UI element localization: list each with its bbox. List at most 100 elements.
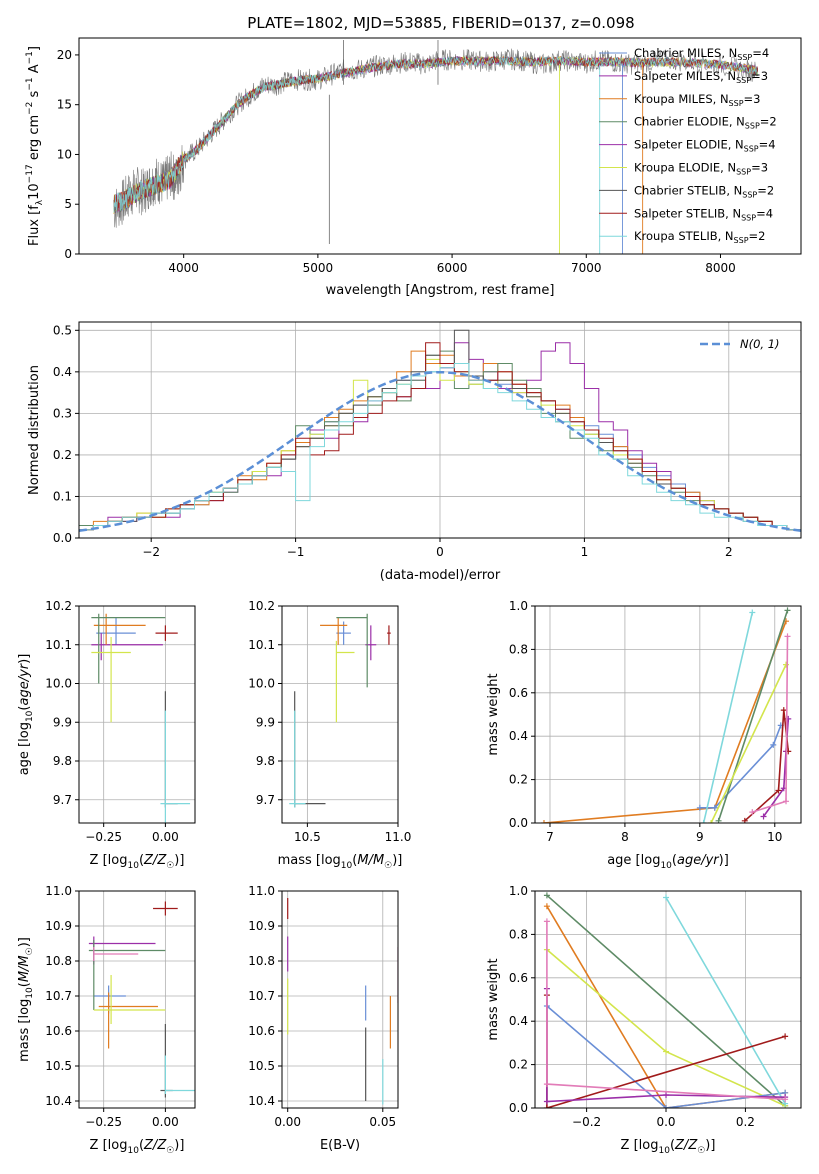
y-tick-label: 0.8 (509, 927, 528, 941)
legend-label: Kroupa ELODIE, NSSP=3 (634, 161, 768, 177)
y-tick-label: 10.2 (45, 599, 72, 613)
y-axis-label: Normed distribution (27, 365, 42, 495)
plot-area (88, 901, 195, 1098)
legend-label: Kroupa MILES, NSSP=3 (634, 92, 760, 108)
massweight-marker (775, 787, 782, 794)
gaussian-curve (79, 371, 801, 532)
y-tick-label: 15 (57, 98, 72, 112)
plot-area (91, 613, 191, 823)
x-tick-label: 9 (696, 830, 704, 844)
y-tick-label: 10.4 (248, 1094, 275, 1108)
y-tick-label: 0.0 (53, 531, 72, 545)
x-axis-label: Z [log10(Z/Z☉)] (90, 853, 185, 871)
legend-label: Chabrier MILES, NSSP=4 (634, 46, 769, 62)
y-tick-label: 9.8 (256, 754, 275, 768)
y-tick-label: 10.7 (45, 989, 72, 1003)
y-tick-label: 10.1 (248, 638, 275, 652)
axes-frame (78, 37, 802, 255)
axes-frame (534, 605, 802, 824)
x-axis-label: age [log10(age/yr)] (607, 853, 729, 871)
y-tick-label: 0.0 (509, 1101, 528, 1115)
panel-spectrum: 4000 5000 6000 7000 8000 0 5 10 15 20 Chabrier MIL… (25, 37, 802, 298)
x-tick-label: 6000 (437, 261, 468, 275)
x-tick-label: 0.0 (656, 1115, 675, 1129)
y-tick-label: 10.6 (248, 1024, 275, 1038)
panel-residuals: −2 −1 0 1 2 0.0 0.1 0.2 0.3 0.4 0.5 N(0, 1) (data-mo… (27, 321, 802, 583)
y-tick-label: 20 (57, 48, 72, 62)
massweight-line (543, 620, 787, 823)
residual-histogram (79, 342, 801, 531)
y-tick-label: 9.7 (256, 793, 275, 807)
massweight-marker (749, 609, 756, 616)
massweight-line (717, 610, 789, 822)
y-axis-label: age [log10(age/yr)] (17, 654, 35, 776)
plot-area (79, 329, 801, 532)
x-axis-label: (data-model)/error (380, 568, 501, 583)
y-tick-label: 9.8 (53, 754, 72, 768)
plot-area (289, 613, 391, 808)
x-tick-label: 0.05 (369, 1115, 396, 1129)
legend-label: Salpeter STELIB, NSSP=4 (634, 206, 773, 222)
y-tick-label: 0.2 (509, 773, 528, 787)
axes-frame (78, 890, 196, 1109)
y-tick-label: 10.9 (248, 919, 275, 933)
y-tick-label: 10.4 (45, 1094, 72, 1108)
axes-frame (281, 605, 399, 824)
y-tick-label: 0.2 (509, 1058, 528, 1072)
x-tick-label: −2 (142, 545, 160, 559)
x-tick-label: −0.25 (85, 830, 122, 844)
massweight-marker (782, 1033, 789, 1040)
massweight-line (710, 664, 787, 823)
spectrum-legend: Chabrier MILES, NSSP=4 Salpeter MILES, NS… (599, 46, 777, 245)
x-tick-label: 7000 (571, 261, 602, 275)
massweight-marker (711, 804, 718, 811)
y-tick-label: 5 (64, 197, 72, 211)
spectrum-model-line (113, 55, 758, 212)
panel-age_vs_mass: 10.5 11.0 9.7 9.8 9.9 10.0 10.1 10.2 mass [log10… (248, 599, 411, 871)
x-tick-label: −1 (287, 545, 305, 559)
y-tick-label: 9.9 (53, 715, 72, 729)
massweight-marker (760, 813, 767, 820)
massweight-marker (784, 633, 791, 640)
y-tick-label: 0.1 (53, 489, 72, 503)
massweight-marker (770, 741, 777, 748)
panel-massweight_vs_age: 7 8 9 10 0.0 0.2 0.4 0.6 0.8 1.0 age [log10(age/yr… (486, 599, 802, 871)
axes-frame (281, 890, 399, 1109)
massweight-marker (700, 820, 707, 823)
plot-area (113, 39, 758, 254)
y-tick-label: 0.2 (53, 448, 72, 462)
x-axis-label: mass [log10(M/M☉)] (278, 853, 403, 871)
massweight-marker (543, 1081, 550, 1088)
massweight-marker (543, 918, 550, 925)
massweight-marker (543, 1098, 550, 1105)
y-tick-label: 1.0 (509, 884, 528, 898)
plot-area (287, 898, 398, 1105)
y-tick-label: 10.7 (248, 989, 275, 1003)
x-tick-label: 0 (436, 545, 444, 559)
massweight-marker (540, 820, 547, 823)
x-tick-label: 11.0 (385, 830, 412, 844)
massweight-line (699, 725, 782, 809)
y-axis-label: Flux [fλ10−17 erg cm−2 s−1 A−1] (25, 46, 45, 246)
y-tick-label: 0.4 (53, 365, 72, 379)
y-tick-label: 0 (64, 247, 72, 261)
y-tick-label: 0.5 (53, 323, 72, 337)
massweight-marker (663, 1091, 670, 1098)
y-tick-label: 11.0 (248, 884, 275, 898)
massweight-marker (782, 1096, 789, 1103)
massweight-line (546, 1005, 786, 1108)
x-tick-label: 5000 (303, 261, 334, 275)
y-tick-label: 0.4 (509, 729, 528, 743)
x-tick-label: 0.2 (736, 1115, 755, 1129)
massweight-marker (663, 894, 670, 901)
massweight-marker (708, 820, 715, 823)
axes-frame (78, 605, 196, 824)
massweight-marker (543, 903, 550, 910)
figure-title: PLATE=1802, MJD=53885, FIBERID=0137, z=0… (247, 14, 634, 32)
y-axis-label: mass weight (486, 958, 501, 1040)
x-tick-label: 7 (546, 830, 554, 844)
massweight-line (546, 894, 786, 1107)
massweight-marker (783, 798, 790, 805)
massweight-marker (784, 607, 791, 614)
